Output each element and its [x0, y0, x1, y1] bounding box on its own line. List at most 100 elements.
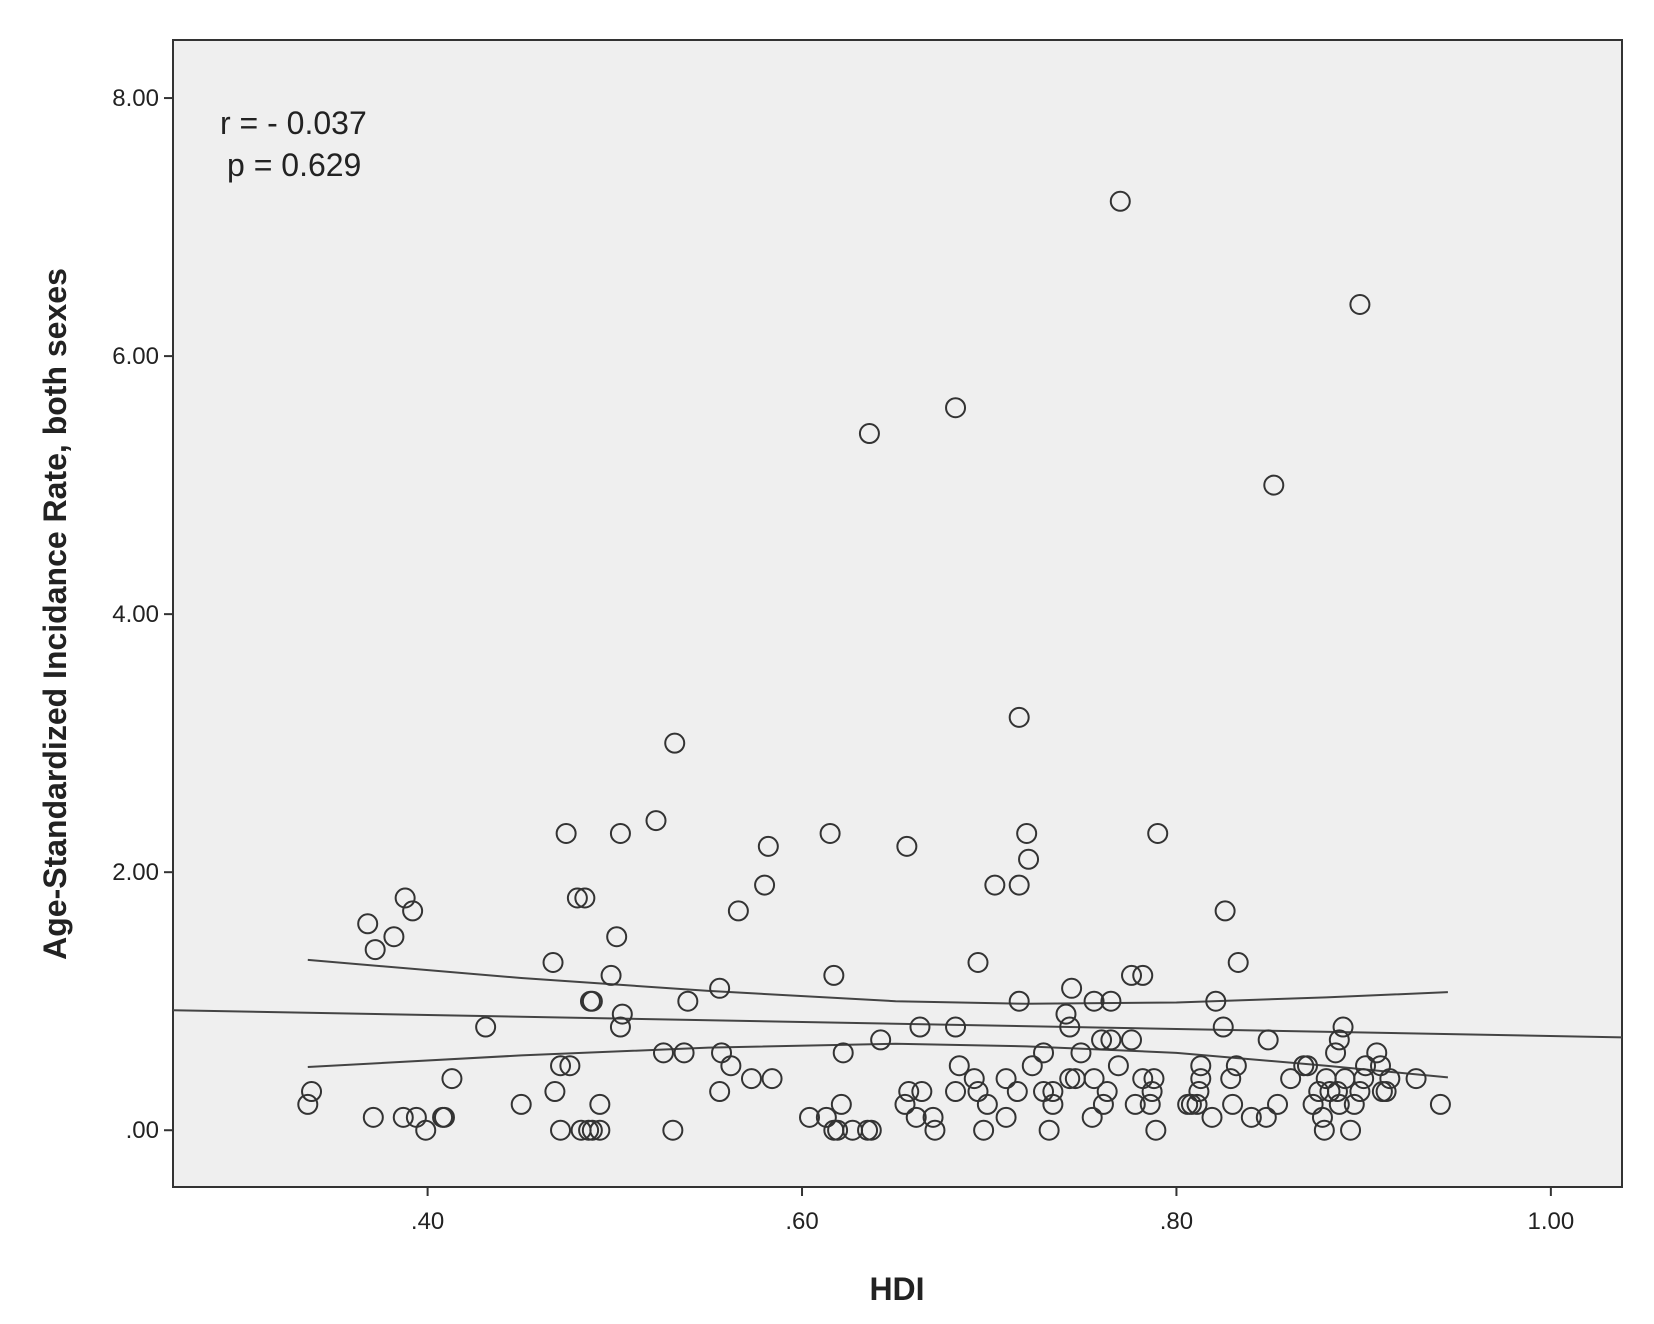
- scatter-point: [754, 874, 776, 896]
- scatter-point: [1257, 1029, 1279, 1051]
- scatter-point: [1038, 1119, 1060, 1141]
- scatter-point: [402, 900, 424, 922]
- scatter-point: [1107, 1055, 1129, 1077]
- scatter-point: [1143, 1068, 1165, 1090]
- scatter-point: [709, 1081, 731, 1103]
- scatter-point: [945, 397, 967, 419]
- scatter-point: [441, 1068, 463, 1090]
- scatter-point: [984, 874, 1006, 896]
- scatter-point: [860, 1119, 882, 1141]
- scatter-point: [1033, 1042, 1055, 1064]
- scatter-point: [858, 423, 880, 445]
- scatter-point: [673, 1042, 695, 1064]
- scatter-point: [1188, 1081, 1210, 1103]
- scatter-point: [383, 926, 405, 948]
- scatter-point: [709, 977, 731, 999]
- scatter-point: [1070, 1042, 1092, 1064]
- scatter-point: [720, 1055, 742, 1077]
- scatter-point: [1042, 1081, 1064, 1103]
- scatter-point: [1255, 1106, 1277, 1128]
- scatter-point: [559, 1055, 581, 1077]
- scatter-point: [609, 822, 631, 844]
- scatter-point: [1220, 1068, 1242, 1090]
- scatter-point: [433, 1106, 455, 1128]
- y-tick-label: 2.00: [112, 859, 159, 886]
- scatter-point: [1328, 1093, 1350, 1115]
- scatter-point: [1379, 1068, 1401, 1090]
- scatter-point: [967, 952, 989, 974]
- annotation-p: p = 0.629: [227, 147, 361, 183]
- scatter-point: [544, 1081, 566, 1103]
- scatter-point: [301, 1081, 323, 1103]
- scatter-point: [1180, 1093, 1202, 1115]
- scatter-point: [677, 990, 699, 1012]
- scatter-point: [973, 1119, 995, 1141]
- scatter-point: [1375, 1081, 1397, 1103]
- scatter-point: [1081, 1106, 1103, 1128]
- fit-line: [307, 1042, 1448, 1079]
- scatter-point: [1145, 1119, 1167, 1141]
- scatter-point: [1100, 990, 1122, 1012]
- scatter-point: [1132, 964, 1154, 986]
- scatter-point: [976, 1093, 998, 1115]
- scatter-point: [1055, 1003, 1077, 1025]
- scatter-point: [1083, 1068, 1105, 1090]
- scatter-point: [611, 1003, 633, 1025]
- scatter-point: [1240, 1106, 1262, 1128]
- scatter-point: [819, 822, 841, 844]
- scatter-point: [357, 913, 379, 935]
- scatter-point: [609, 1016, 631, 1038]
- scatter-point: [945, 1081, 967, 1103]
- scatter-point: [1100, 1029, 1122, 1051]
- fit-line: [307, 958, 1448, 1005]
- scatter-point: [1366, 1042, 1388, 1064]
- scatter-point: [1313, 1119, 1335, 1141]
- y-axis-title: Age-Standardized Incidance Rate, both se…: [37, 268, 73, 960]
- scatter-point: [1121, 964, 1143, 986]
- scatter-point: [1201, 1106, 1223, 1128]
- scatter-point: [945, 1016, 967, 1038]
- scatter-point: [963, 1068, 985, 1090]
- scatter-point: [896, 835, 918, 857]
- scatter-point: [1042, 1093, 1064, 1115]
- scatter-point: [1325, 1042, 1347, 1064]
- scatter-point: [1205, 990, 1227, 1012]
- scatter-point: [589, 1119, 611, 1141]
- scatter-point: [1018, 848, 1040, 870]
- scatter-point: [1139, 1093, 1161, 1115]
- scatter-point: [1141, 1081, 1163, 1103]
- scatter-point: [905, 1106, 927, 1128]
- y-tick-label: 6.00: [112, 343, 159, 370]
- scatter-point: [1147, 822, 1169, 844]
- scatter-point: [1006, 1081, 1028, 1103]
- scatter-point: [1190, 1068, 1212, 1090]
- y-tick-label: 4.00: [112, 601, 159, 628]
- scatter-point: [1021, 1055, 1043, 1077]
- scatter-point: [1008, 990, 1030, 1012]
- scatter-point: [1326, 1081, 1348, 1103]
- scatter-point: [550, 1119, 572, 1141]
- scatter-point: [1083, 990, 1105, 1012]
- scatter-point: [662, 1119, 684, 1141]
- scatter-point: [589, 1093, 611, 1115]
- scatter-point: [1190, 1055, 1212, 1077]
- scatter-point: [1343, 1093, 1365, 1115]
- scatter-point: [542, 952, 564, 974]
- scatter-point: [664, 732, 686, 754]
- x-axis-title: HDI: [869, 1271, 924, 1307]
- scatter-point: [652, 1042, 674, 1064]
- scatter-point: [1109, 190, 1131, 212]
- scatter-point: [581, 1119, 603, 1141]
- scatter-point: [1059, 1068, 1081, 1090]
- scatter-point: [415, 1119, 437, 1141]
- scatter-point: [362, 1106, 384, 1128]
- scatter-point: [1349, 293, 1371, 315]
- scatter-point: [924, 1119, 946, 1141]
- fit-line: [172, 1009, 1623, 1039]
- x-tick-label: .60: [785, 1208, 818, 1235]
- scatter-point: [364, 939, 386, 961]
- scatter-point: [1340, 1119, 1362, 1141]
- scatter-point: [645, 810, 667, 832]
- scatter-point: [1061, 977, 1083, 999]
